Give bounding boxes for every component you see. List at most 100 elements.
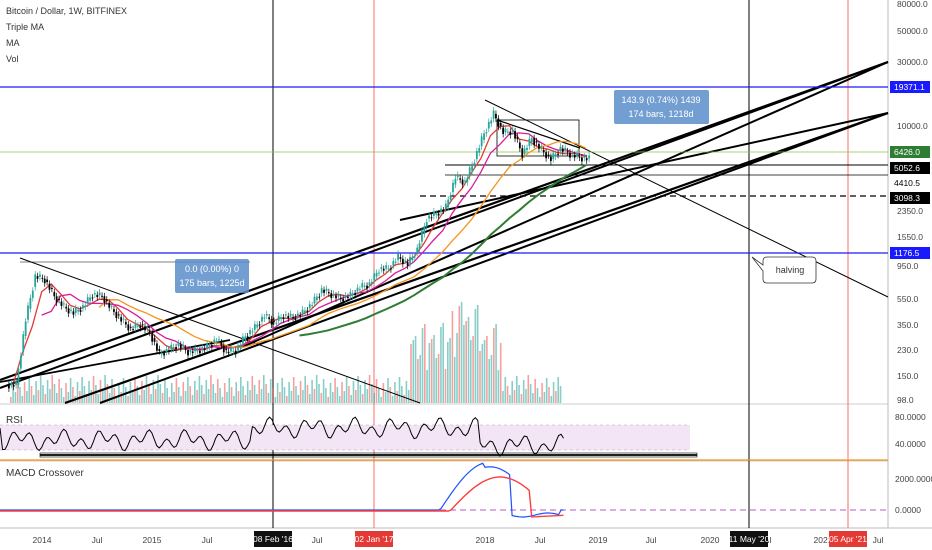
indicator-triple-ma[interactable]: Triple MA: [6, 22, 44, 32]
volume-bar: [274, 397, 277, 403]
candle-body: [141, 324, 144, 326]
candle-body: [473, 162, 476, 165]
volume-bar: [49, 389, 51, 403]
candle-body: [36, 276, 39, 279]
candle-body: [239, 345, 242, 348]
candle-body: [325, 288, 328, 292]
volume-bar: [504, 377, 507, 403]
volume-bar: [506, 386, 509, 403]
candle-body: [578, 156, 581, 158]
volume-bar: [435, 358, 438, 403]
candle-body: [507, 131, 509, 133]
candle-body: [538, 144, 540, 149]
volume-bar: [387, 378, 389, 403]
candle-body: [449, 195, 452, 200]
volume-bar: [460, 302, 463, 403]
volume-bar: [33, 395, 35, 403]
macd-label[interactable]: MACD Crossover: [6, 468, 84, 479]
volume-bar: [378, 388, 380, 403]
volume-bar: [391, 396, 394, 403]
volume-bar: [42, 385, 44, 403]
candle-body: [74, 308, 77, 313]
volume-bar: [223, 383, 226, 403]
candle-body: [19, 355, 22, 369]
rsi-label[interactable]: RSI: [6, 415, 23, 426]
candle-body: [366, 285, 368, 289]
volume-bar: [244, 395, 247, 403]
volume-bar: [113, 388, 116, 403]
volume-bar: [373, 393, 375, 403]
measure-box-left-line1: 0.0 (0.00%) 0: [185, 264, 239, 274]
candle-body: [206, 343, 208, 348]
volume-bar: [12, 383, 14, 403]
price-axis-tick: 150.0: [897, 371, 919, 381]
volume-bar: [148, 385, 150, 403]
volume-bar: [396, 391, 398, 403]
volume-bar: [315, 375, 318, 403]
volume-bar: [251, 376, 254, 403]
candle-body: [495, 113, 497, 119]
candle-body: [464, 180, 466, 182]
volume-bar: [419, 355, 421, 403]
candle-body: [378, 272, 380, 274]
volume-bar: [424, 324, 426, 403]
volume-bar: [488, 359, 490, 403]
volume-bar: [177, 387, 180, 403]
candle-body: [62, 303, 65, 305]
volume-bar: [214, 393, 217, 403]
ma-orange: [98, 140, 587, 349]
candle-body: [356, 287, 359, 292]
volume-bar: [338, 396, 341, 403]
time-axis-badge-text: 02 Jan '17: [355, 534, 394, 544]
volume-bar: [88, 381, 90, 403]
candle-body: [359, 289, 361, 291]
candle-body: [53, 292, 56, 297]
volume-bar: [196, 390, 198, 403]
volume-bar: [417, 359, 419, 403]
candle-body: [430, 217, 433, 219]
candle-body: [284, 314, 287, 316]
candle-body: [545, 152, 547, 159]
volume-bar: [486, 336, 488, 403]
candle-body: [339, 297, 342, 299]
candlesticks: [8, 107, 590, 393]
volume-bar: [421, 328, 424, 403]
rsi-pane: [0, 416, 888, 461]
volume-bar: [92, 376, 95, 403]
candle-body: [31, 290, 34, 298]
volume-bar: [449, 338, 451, 403]
candle-body: [237, 345, 239, 351]
candle-body: [203, 348, 206, 350]
volume-bar: [394, 382, 396, 403]
price-axis-tick: 950.0: [897, 261, 919, 271]
time-axis-tick: 2021: [814, 535, 833, 545]
volume-bar: [550, 396, 553, 403]
candle-body: [151, 332, 154, 342]
candle-body: [471, 164, 473, 171]
halving-callout[interactable]: halving: [751, 256, 817, 284]
volume-bar: [334, 378, 336, 403]
candle-body: [335, 295, 337, 299]
volume-bar: [309, 394, 311, 403]
candle-body: [139, 325, 142, 328]
volume-bar: [398, 377, 401, 403]
volume-bar: [522, 380, 525, 403]
candle-body: [382, 268, 385, 271]
candle-body: [184, 348, 187, 351]
indicator-ma[interactable]: MA: [6, 38, 20, 48]
candle-body: [327, 292, 330, 294]
candle-body: [105, 299, 108, 302]
candle-body: [550, 156, 552, 161]
volume-bar: [410, 344, 412, 403]
candle-body: [268, 317, 271, 320]
candle-body: [84, 305, 87, 307]
measure-box-right[interactable]: 143.9 (0.74%) 1439 174 bars, 1218d: [614, 90, 709, 124]
candle-body: [571, 153, 574, 155]
candle-body: [337, 294, 340, 297]
measure-box-left[interactable]: 0.0 (0.00%) 0 175 bars, 1225d: [175, 259, 249, 293]
volume-bar: [447, 342, 449, 403]
volume-bar: [290, 391, 293, 403]
indicator-vol[interactable]: Vol: [6, 54, 19, 64]
volume-bar: [442, 323, 444, 403]
